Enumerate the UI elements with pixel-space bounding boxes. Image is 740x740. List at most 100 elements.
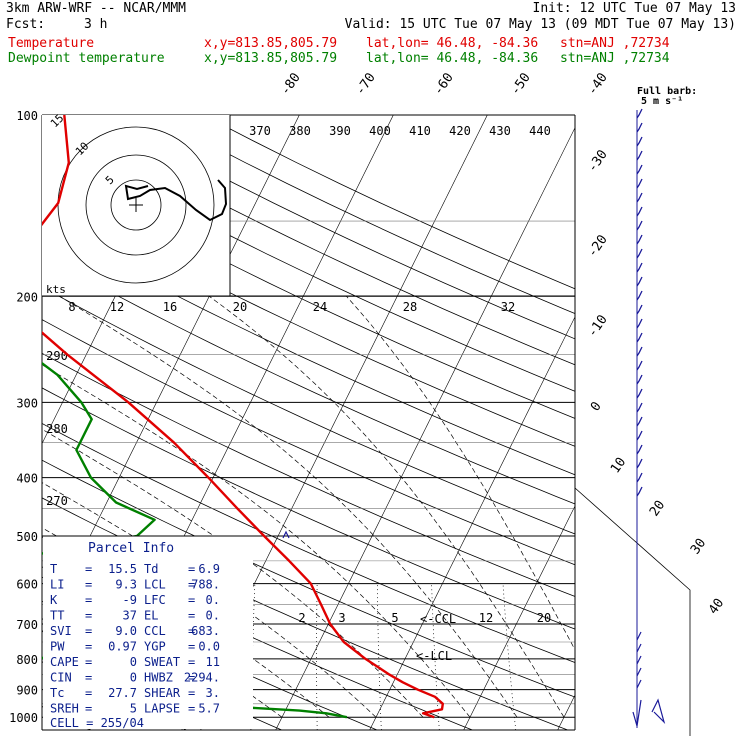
forecast-hours: 3 h [84, 17, 108, 32]
parcel-label: LFC [144, 593, 166, 607]
parcel-label: CIN [50, 671, 72, 685]
parcel-value: 788. [191, 578, 220, 592]
theta-label: 400 [369, 124, 391, 138]
hodograph-ring [85, 154, 187, 256]
parcel-equals: = [188, 624, 195, 638]
parcel-equals: = [188, 655, 195, 669]
dry-adiabat [42, 286, 575, 535]
wind-barb [636, 122, 643, 133]
moist-adiabat [59, 296, 518, 718]
isotherm-line [275, 127, 575, 730]
isotherm-label: 30 [688, 536, 709, 557]
theta-label: 380 [289, 124, 311, 138]
wind-barb [636, 150, 643, 161]
wind-barb [636, 234, 643, 245]
dry-adiabat [42, 423, 575, 663]
parcel-equals: = [188, 702, 195, 716]
parcel-equals: = [85, 671, 92, 685]
parcel-value: 3. [206, 686, 220, 700]
parcel-value: 0.0 [198, 640, 220, 654]
wind-barb [636, 206, 643, 217]
theta-label: 440 [529, 124, 551, 138]
dry-adiabat [42, 163, 575, 419]
forecast-label: Fcst: [6, 17, 46, 32]
ccl-marker: <-CCL [420, 612, 456, 626]
wind-barb [636, 360, 643, 371]
wind-barb [636, 486, 643, 497]
wind-barb [636, 304, 643, 315]
parcel-equals: = [85, 640, 92, 654]
theta-label: 410 [409, 124, 431, 138]
temperature-station: stn=ANJ ,72734 [560, 36, 670, 51]
parcel-value: 683. [191, 624, 220, 638]
wind-barb [636, 643, 642, 653]
wind-barb [636, 346, 643, 357]
parcel-equals: = [85, 655, 92, 669]
parcel-value: 6.9 [198, 562, 220, 576]
parcel-label: LAPSE [144, 702, 180, 716]
parcel-value: 0. [206, 593, 220, 607]
pressure-tick-label: 1000 [9, 711, 38, 725]
pressure-tick-label: 300 [16, 396, 38, 410]
dewpoint-latlon: lat,lon= 46.48, -84.36 [366, 51, 539, 66]
isotherm-label: 40 [706, 596, 727, 617]
pressure-tick-label: 500 [16, 530, 38, 544]
isotherm-line [369, 316, 575, 730]
isotherm-label: 10 [608, 455, 629, 476]
parcel-value: 15.5 [108, 562, 137, 576]
parcel-value: 9.3 [115, 578, 137, 592]
parcel-equals: = [188, 609, 195, 623]
isotherm-line [652, 115, 740, 730]
isotherm-label: -20 [585, 232, 611, 260]
temperature-latlon: lat,lon= 46.48, -84.36 [366, 36, 539, 51]
parcel-label: HWBZ [144, 671, 173, 685]
barb-legend-title: Full barb: [637, 86, 697, 97]
parcel-equals: = [188, 671, 195, 685]
wind-barb [636, 248, 643, 259]
wind-barb [636, 332, 643, 343]
isotherm-label: -80 [278, 70, 304, 98]
parcel-equals: = [85, 593, 92, 607]
pressure-tick-label: 200 [16, 290, 38, 304]
mixing-ratio-label: 20 [537, 611, 551, 625]
theta-left-label: 270 [46, 494, 68, 508]
parcel-info-title: Parcel Info [88, 541, 174, 556]
wind-barb [636, 178, 643, 189]
isotherm-label: -30 [585, 147, 611, 175]
mid-level-marker [282, 530, 290, 539]
speed-tick-label: 16 [163, 300, 177, 314]
pressure-tick-label: 700 [16, 618, 38, 632]
parcel-label: SWEAT [144, 655, 180, 669]
parcel-label: SREH [50, 702, 79, 716]
parcel-equals: = [188, 593, 195, 607]
mixing-ratio-line [316, 583, 318, 730]
pressure-tick-label: 400 [16, 472, 38, 486]
parcel-value: 5.7 [198, 702, 220, 716]
dry-adiabat [42, 459, 575, 698]
parcel-cell: CELL = 255/04 [50, 716, 144, 730]
theta-label: 370 [249, 124, 271, 138]
speed-tick-label: 12 [110, 300, 124, 314]
dry-adiabat [42, 223, 575, 476]
mixing-ratio-label: 3 [338, 611, 345, 625]
parcel-value: 0. [206, 609, 220, 623]
wind-barb [636, 444, 643, 455]
dewpoint-xy: x,y=813.85,805.79 [204, 51, 338, 66]
parcel-value: 0.97 [108, 640, 137, 654]
wind-barb [636, 192, 643, 203]
dry-adiabat [42, 576, 378, 730]
isotherm-line [463, 505, 575, 730]
isotherm-label: -10 [585, 312, 611, 340]
hodograph-kts-label: kts [46, 283, 66, 296]
parcel-value: 11 [206, 655, 220, 669]
parcel-label: Tc [50, 686, 64, 700]
temperature-xy: x,y=813.85,805.79 [204, 36, 338, 51]
parcel-equals: = [85, 609, 92, 623]
wind-barb [636, 374, 643, 385]
wind-barb [636, 667, 642, 677]
moist-adiabat [346, 296, 575, 651]
dry-adiabat [42, 254, 575, 505]
